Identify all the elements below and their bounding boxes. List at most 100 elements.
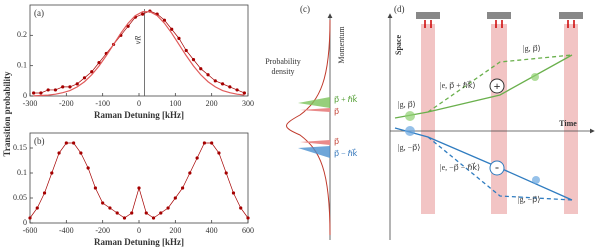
annotation: νR [133,36,142,45]
density-label: Probability [265,57,301,66]
panel-d: (d) Space Time + - |g, p⃗⟩ |e, p⃗ + ℏk⃗⟩… [387,4,595,240]
laser [559,12,583,19]
y-tick-label: 0.15 [13,143,27,152]
panel-label: (c) [300,4,310,14]
data-point [101,201,105,205]
data-point [61,85,65,89]
laser [416,12,440,19]
data-point [108,206,112,210]
data-point [90,70,94,74]
y-tick-label: 0 [23,91,27,100]
path-e [427,136,573,201]
atom [405,126,415,136]
axis-label: Time [559,119,577,128]
y-tick-label: 0 [23,218,27,227]
sign: - [495,160,499,174]
data-point [199,67,203,71]
data-point [93,186,97,190]
sign-circle [489,160,505,176]
level-label: p⃗ [334,137,339,146]
state-label: |g, p⃗⟩ [523,44,541,53]
data-point [210,141,214,145]
sign: + [494,79,501,93]
sign-circle [489,78,505,94]
state-label: |e, −p⃗ − ℏk⃗⟩ [440,161,480,171]
data-point [53,88,58,92]
state-label: |g, −p⃗⟩ [518,195,540,204]
x-tick-label: 200 [169,226,181,235]
data-point [213,79,217,83]
data-point [79,151,83,155]
data-point [170,27,174,31]
data-point [82,76,87,80]
data-point [166,206,170,210]
x-tick-label: 300 [242,99,254,108]
data-point [184,48,188,53]
panel-label: (a) [34,8,44,18]
data-point [202,141,206,145]
x-tick-label: 0 [137,99,141,108]
data-point [28,216,32,220]
y-axis-label: Transition probability [2,71,12,156]
data-point [159,211,163,215]
data-point [162,18,167,22]
fit-line [33,11,245,97]
x-tick-label: -300 [23,99,38,108]
x-tick-label: 100 [169,99,181,108]
data-point [86,166,90,170]
x-axis-label: Raman Detuning [kHz] [94,110,184,120]
data-line [29,142,249,219]
data-point [126,24,130,28]
data-point [68,85,72,89]
data-point [151,216,156,220]
data-point [46,88,50,92]
slice [298,97,330,108]
x-tick-label: 400 [206,226,218,235]
x-tick-label: -600 [23,226,38,235]
data-point [242,91,246,95]
data-point [72,141,76,145]
y-tick-label: 0.2 [17,30,27,39]
slice [300,108,330,112]
y-tick-label: 0.05 [13,193,27,202]
x-tick-label: 0 [137,226,141,235]
atom [532,176,540,184]
density-label: density [271,67,294,76]
slice [300,140,330,145]
data-point [191,58,196,62]
arrows [424,20,575,28]
data-point [195,156,199,160]
data-point [239,206,243,210]
data-point [97,61,101,65]
x-tick-label: -400 [59,226,74,235]
axis-label: Momentum [337,26,346,64]
data-point [122,216,127,220]
x-axis-label: Raman Detuning [kHz] [94,237,184,247]
x-tick-label: -200 [59,99,74,108]
data-point [130,211,134,215]
data-point [32,91,36,95]
atom [405,111,415,121]
path-e [427,54,573,113]
level-label: p⃗ − ℏk⃗ [334,147,358,157]
data-point [181,186,185,190]
data-point [188,171,192,175]
data-point [235,88,239,92]
level-label: p⃗ + ℏk⃗ [334,93,358,103]
state-label: |g, −p⃗⟩ [398,143,420,152]
data-point [217,151,221,155]
data-point [141,12,145,16]
panel-c: (c) Momentum Probability density p⃗ + ℏk… [265,4,358,240]
data-point [64,141,68,145]
y-tick-label: 0.1 [17,60,27,69]
data-point [137,186,141,190]
data-point [246,216,250,220]
state-label: |g, p⃗⟩ [398,100,416,109]
x-tick-label: -200 [95,226,110,235]
plot-frame [29,132,249,224]
data-point [220,82,225,86]
laser-beam [491,24,507,214]
data-point [177,36,181,40]
data-point [228,85,232,89]
